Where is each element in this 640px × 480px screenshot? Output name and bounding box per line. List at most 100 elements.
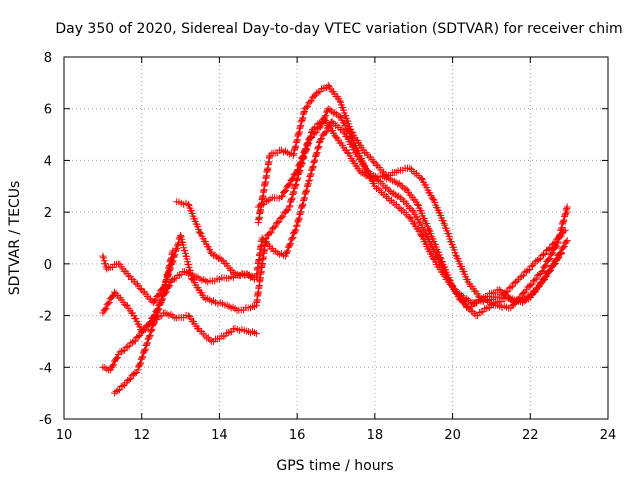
data-point	[556, 230, 564, 238]
data-point	[286, 241, 294, 249]
data-point	[271, 223, 279, 231]
data-point	[437, 255, 445, 263]
data-point	[145, 319, 153, 327]
series-track-d	[99, 81, 571, 374]
data-point	[288, 194, 296, 202]
data-point	[173, 242, 181, 250]
data-point	[331, 108, 339, 116]
data-point	[150, 312, 158, 320]
data-point	[128, 371, 136, 379]
data-point	[285, 203, 293, 211]
data-point	[299, 114, 307, 122]
data-point	[198, 276, 206, 284]
data-point	[517, 293, 525, 301]
data-point	[396, 194, 404, 202]
data-point	[278, 193, 286, 201]
data-point	[290, 150, 298, 158]
data-point	[542, 261, 550, 269]
data-point	[307, 97, 315, 105]
data-point	[228, 328, 236, 336]
series-track-b	[111, 118, 571, 397]
data-point	[136, 284, 144, 292]
x-tick-label: 24	[600, 428, 617, 443]
data-point	[390, 189, 398, 197]
data-point	[511, 300, 519, 308]
data-point	[560, 243, 568, 251]
chart-title: Day 350 of 2020, Sidereal Day-to-day VTE…	[55, 21, 622, 37]
y-tick-label: -6	[39, 413, 52, 428]
data-point	[315, 142, 323, 150]
data-point	[145, 332, 153, 340]
data-point	[307, 170, 315, 178]
x-tick-label: 18	[367, 428, 384, 443]
data-point	[541, 250, 549, 258]
data-point	[213, 253, 221, 261]
data-point	[124, 343, 132, 351]
data-point	[293, 136, 301, 144]
data-point	[557, 250, 565, 258]
data-point	[538, 268, 546, 276]
data-point	[250, 275, 258, 283]
data-point	[300, 153, 308, 161]
data-point	[267, 228, 275, 236]
data-point	[291, 144, 299, 152]
data-point	[101, 306, 109, 314]
data-point	[116, 348, 124, 356]
data-point	[310, 124, 318, 132]
data-point	[515, 294, 523, 302]
data-point	[146, 331, 154, 339]
data-point	[221, 332, 229, 340]
data-point	[303, 146, 311, 154]
data-point	[390, 177, 398, 185]
data-point	[101, 260, 109, 268]
data-point	[143, 339, 151, 347]
data-point	[522, 267, 530, 275]
data-point	[134, 366, 142, 374]
data-point	[290, 188, 298, 196]
data-point	[369, 158, 377, 166]
data-point	[264, 197, 272, 205]
data-point	[557, 225, 565, 233]
data-point	[542, 273, 550, 281]
series-track-a	[99, 105, 569, 346]
x-tick-label: 20	[444, 428, 461, 443]
data-point	[118, 347, 126, 355]
data-point	[293, 221, 301, 229]
data-point	[495, 286, 503, 294]
data-point	[560, 216, 568, 224]
data-point	[561, 211, 569, 219]
data-point	[553, 239, 561, 247]
data-point	[393, 193, 401, 201]
data-point	[551, 260, 559, 268]
data-point	[130, 337, 138, 345]
data-point	[531, 288, 539, 296]
y-tick-label: 2	[44, 206, 52, 221]
data-point	[291, 182, 299, 190]
data-point	[282, 186, 290, 194]
data-point	[177, 231, 185, 239]
data-point	[429, 195, 437, 203]
data-point	[151, 297, 159, 305]
data-point	[283, 248, 291, 256]
data-point	[156, 300, 164, 308]
data-point	[362, 172, 370, 180]
data-point	[100, 254, 108, 262]
data-point	[417, 175, 425, 183]
y-tick-label: 8	[44, 51, 52, 66]
data-point	[351, 149, 359, 157]
data-point	[306, 171, 314, 179]
data-point	[519, 271, 527, 279]
data-point	[550, 261, 558, 269]
data-point	[184, 200, 192, 208]
data-point	[373, 176, 381, 184]
data-point	[539, 267, 547, 275]
data-point	[315, 139, 323, 147]
data-point	[406, 213, 414, 221]
data-point	[136, 332, 144, 340]
data-point	[394, 203, 402, 211]
data-point	[397, 181, 405, 189]
data-point	[209, 252, 217, 260]
data-point	[172, 274, 180, 282]
